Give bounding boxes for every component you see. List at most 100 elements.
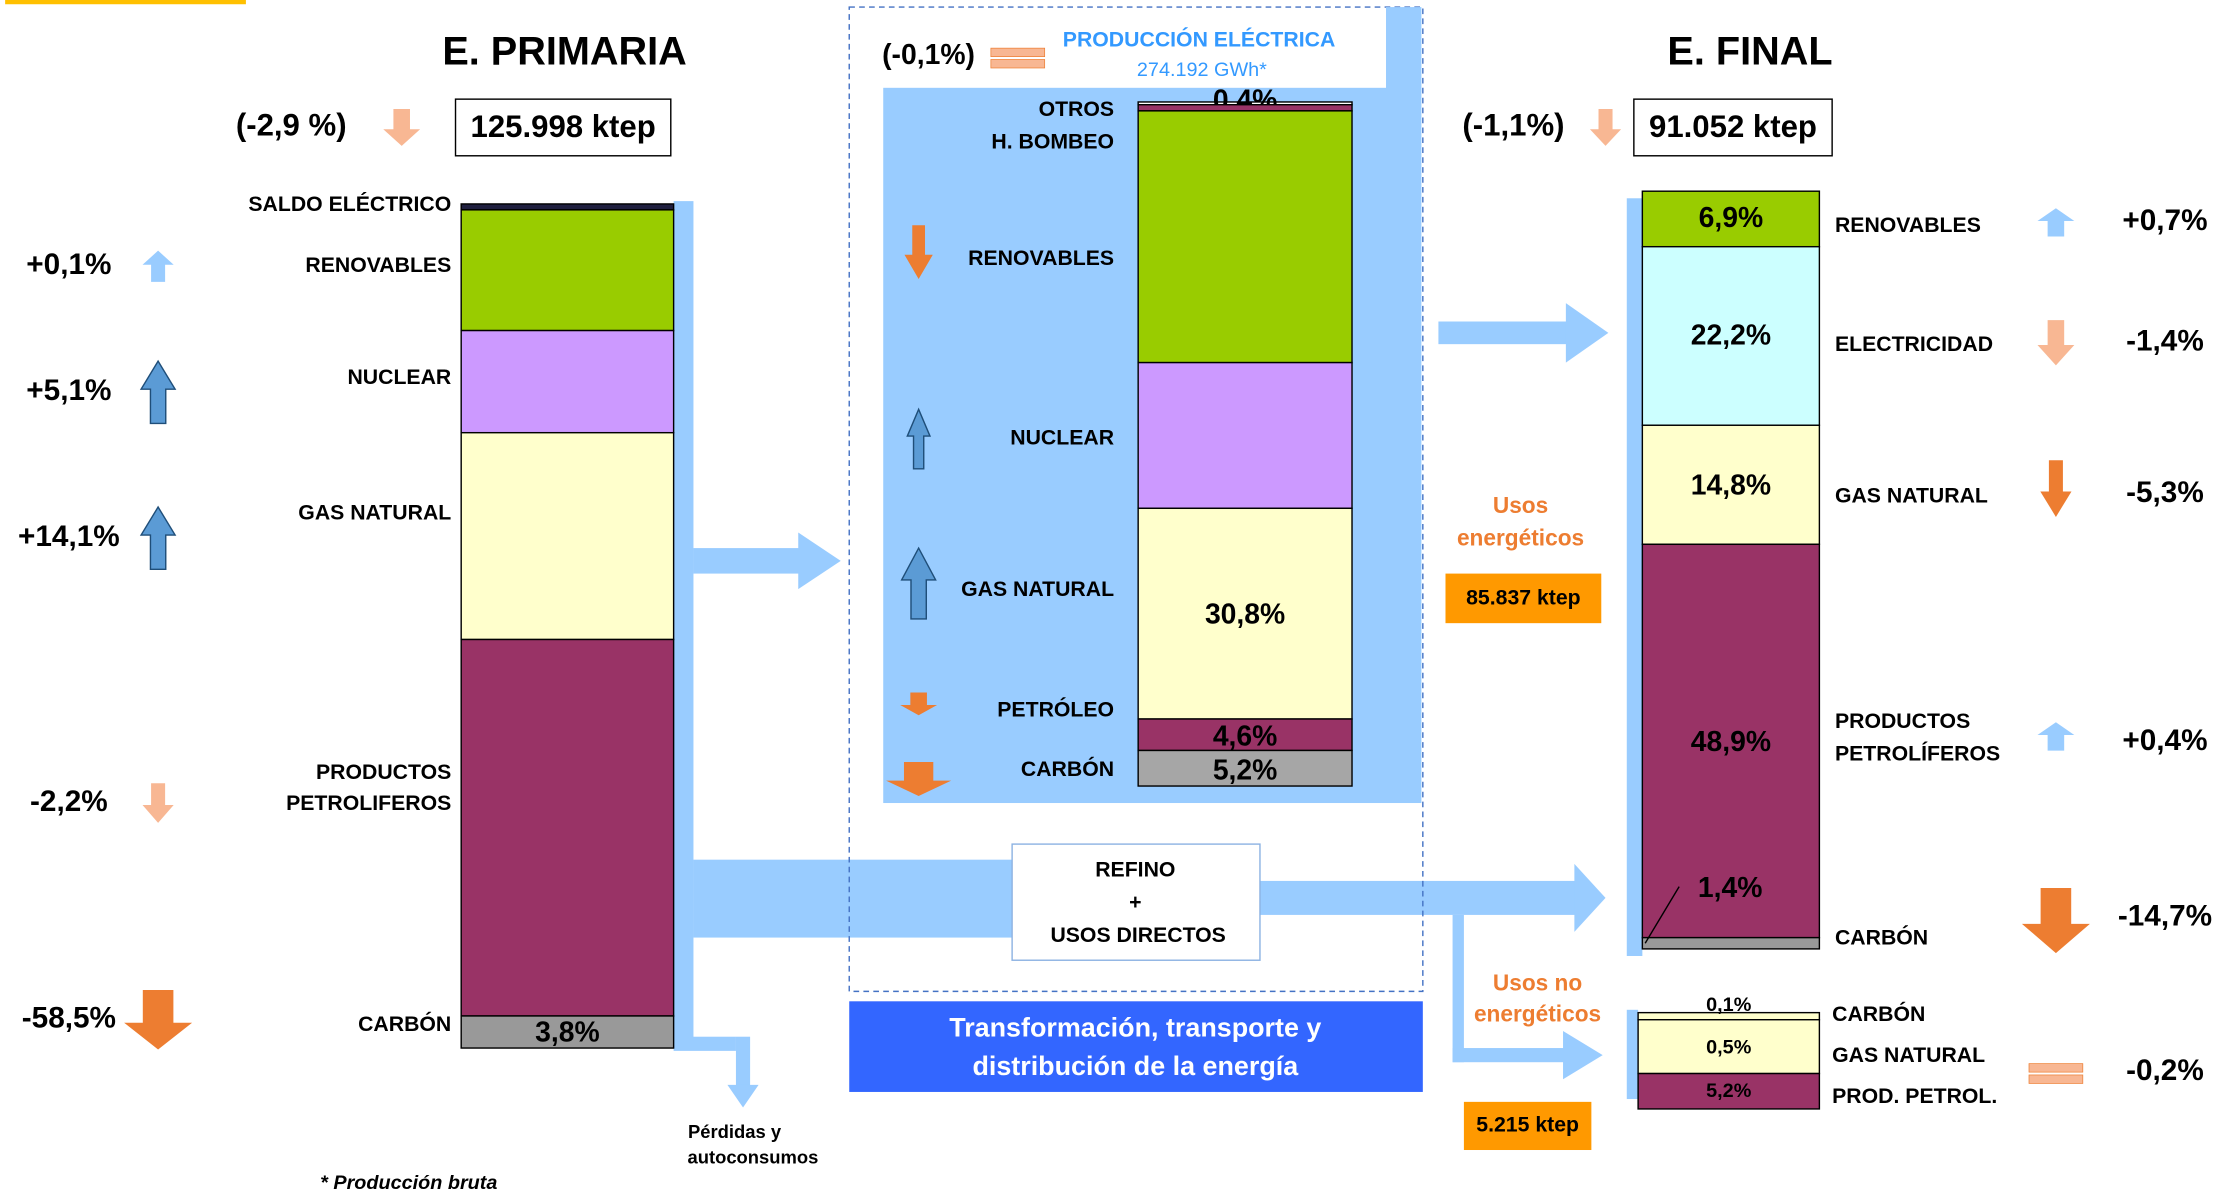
bar-segment (460, 1015, 675, 1049)
bar-segment (1137, 749, 1353, 787)
segment-label: 0,1% (1706, 994, 1752, 1016)
total-box (1633, 98, 1833, 157)
footnote: * Producción bruta (320, 1172, 497, 1194)
segment-label: 14,8% (1691, 470, 1771, 502)
segment-name: PROD. PETROL. (1832, 1084, 1997, 1108)
total-box (1463, 1101, 1592, 1151)
usos-title: energéticos (1457, 525, 1584, 551)
change: (-0,1%) (882, 39, 975, 71)
flows (673, 198, 1643, 1108)
trend-arrow (904, 225, 933, 280)
bar-segment (1137, 718, 1353, 752)
segment-name: RENOVABLES (1835, 213, 1981, 237)
trend-arrow (2021, 888, 2090, 954)
segment-name: OTROS (1039, 97, 1115, 121)
refino-text: + (1129, 890, 1141, 914)
segment-name: CARBÓN (1835, 925, 1928, 950)
leader (1644, 886, 1680, 944)
trend-arrow (2037, 320, 2075, 366)
bar-segment (460, 329, 675, 434)
segment-name: CARBÓN (358, 1011, 451, 1036)
change: -2,2% (30, 785, 108, 818)
change: +0,4% (2122, 724, 2207, 757)
total-box (1445, 573, 1602, 624)
segment-label: 30,8% (1205, 599, 1285, 631)
bar-segment (1137, 103, 1353, 112)
trend-arrow (383, 109, 421, 146)
usos-title: Usos no (1493, 969, 1582, 995)
bar-segment (1637, 1019, 1821, 1075)
trend-equal (990, 59, 1046, 69)
segment-label: 3,8% (535, 1016, 600, 1048)
segment-name: PETRÓLEO (997, 697, 1114, 722)
change: -58,5% (22, 1002, 116, 1035)
trend-arrow (142, 783, 174, 823)
change: -14,7% (2118, 900, 2212, 933)
change: -0,2% (2126, 1054, 2204, 1087)
bar-segment (1641, 190, 1821, 248)
segment-label: 22,2% (1691, 320, 1771, 352)
bar-segment (1637, 1072, 1821, 1110)
bar-segment (460, 638, 675, 1017)
change: +14,1% (18, 520, 120, 553)
segment-label: 5,2% (1706, 1080, 1752, 1102)
segment-label: 6,9% (1699, 202, 1764, 234)
losses-text: Pérdidas y (688, 1121, 782, 1142)
change: -1,4% (2126, 325, 2204, 358)
segment-name: GAS NATURAL (1832, 1043, 1985, 1067)
transform-frame (848, 6, 1424, 993)
segment-name: GAS NATURAL (298, 501, 451, 525)
segment-name: NUCLEAR (347, 365, 451, 389)
change: (-2,9 %) (236, 108, 347, 143)
usos-total: 5.215 ktep (1476, 1113, 1579, 1137)
change: +0,1% (26, 248, 111, 281)
refino-box (1011, 843, 1261, 961)
trend-arrow (906, 407, 932, 470)
usos-title: Usos (1493, 492, 1548, 518)
change: -5,3% (2126, 476, 2204, 509)
segment-name: CARBÓN (1021, 756, 1114, 781)
segment-label: 0,5% (1706, 1036, 1752, 1058)
trend-arrow (2037, 722, 2075, 751)
segment-name: NUCLEAR (1010, 426, 1114, 450)
change: (-1,1%) (1462, 108, 1564, 143)
trend-arrow (2040, 460, 2072, 517)
trend-arrow (2037, 208, 2075, 237)
losses-text: autoconsumos (687, 1146, 818, 1167)
bar-segment (1137, 110, 1353, 364)
trend-arrow (139, 505, 177, 571)
bar-segment (1641, 936, 1821, 950)
transform-text: Transformación, transporte y (949, 1013, 1321, 1043)
trend-equal (990, 47, 1046, 58)
segment-name: GAS NATURAL (961, 577, 1114, 601)
bar-segment (460, 209, 675, 332)
change: +5,1% (26, 374, 111, 407)
bar-segment (1641, 543, 1821, 939)
segment-name: SALDO ELÉCTRICO (248, 191, 451, 216)
total-box (454, 98, 672, 157)
trend-arrow (124, 989, 193, 1050)
transform-text: distribución de la energía (972, 1051, 1299, 1081)
change: +0,7% (2122, 204, 2207, 237)
segment-name: H. BOMBEO (991, 130, 1114, 154)
bar-segment (460, 431, 675, 641)
trend-arrow (900, 692, 938, 716)
bar-segment (460, 203, 675, 211)
total: 125.998 ktep (471, 109, 656, 144)
trend-arrow (900, 546, 937, 620)
usos-title: energéticos (1474, 1000, 1601, 1026)
segment-name: PRODUCTOS (1835, 709, 1970, 733)
title: E. PRIMARIA (442, 29, 686, 73)
segment-name: RENOVABLES (305, 253, 451, 277)
usos-total: 85.837 ktep (1466, 586, 1581, 610)
segment-label: 48,9% (1691, 726, 1771, 758)
segment-label: 5,2% (1213, 754, 1278, 786)
electric-title: PRODUCCIÓN ELÉCTRICA (1063, 27, 1336, 52)
total: 91.052 ktep (1649, 109, 1817, 144)
electric-panel (1386, 7, 1422, 93)
trend-equal (2028, 1063, 2084, 1073)
segment-name: PETROLÍFEROS (1835, 740, 2000, 765)
transform-box (849, 1001, 1423, 1092)
